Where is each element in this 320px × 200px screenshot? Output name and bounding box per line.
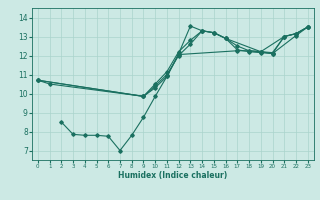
- X-axis label: Humidex (Indice chaleur): Humidex (Indice chaleur): [118, 171, 228, 180]
